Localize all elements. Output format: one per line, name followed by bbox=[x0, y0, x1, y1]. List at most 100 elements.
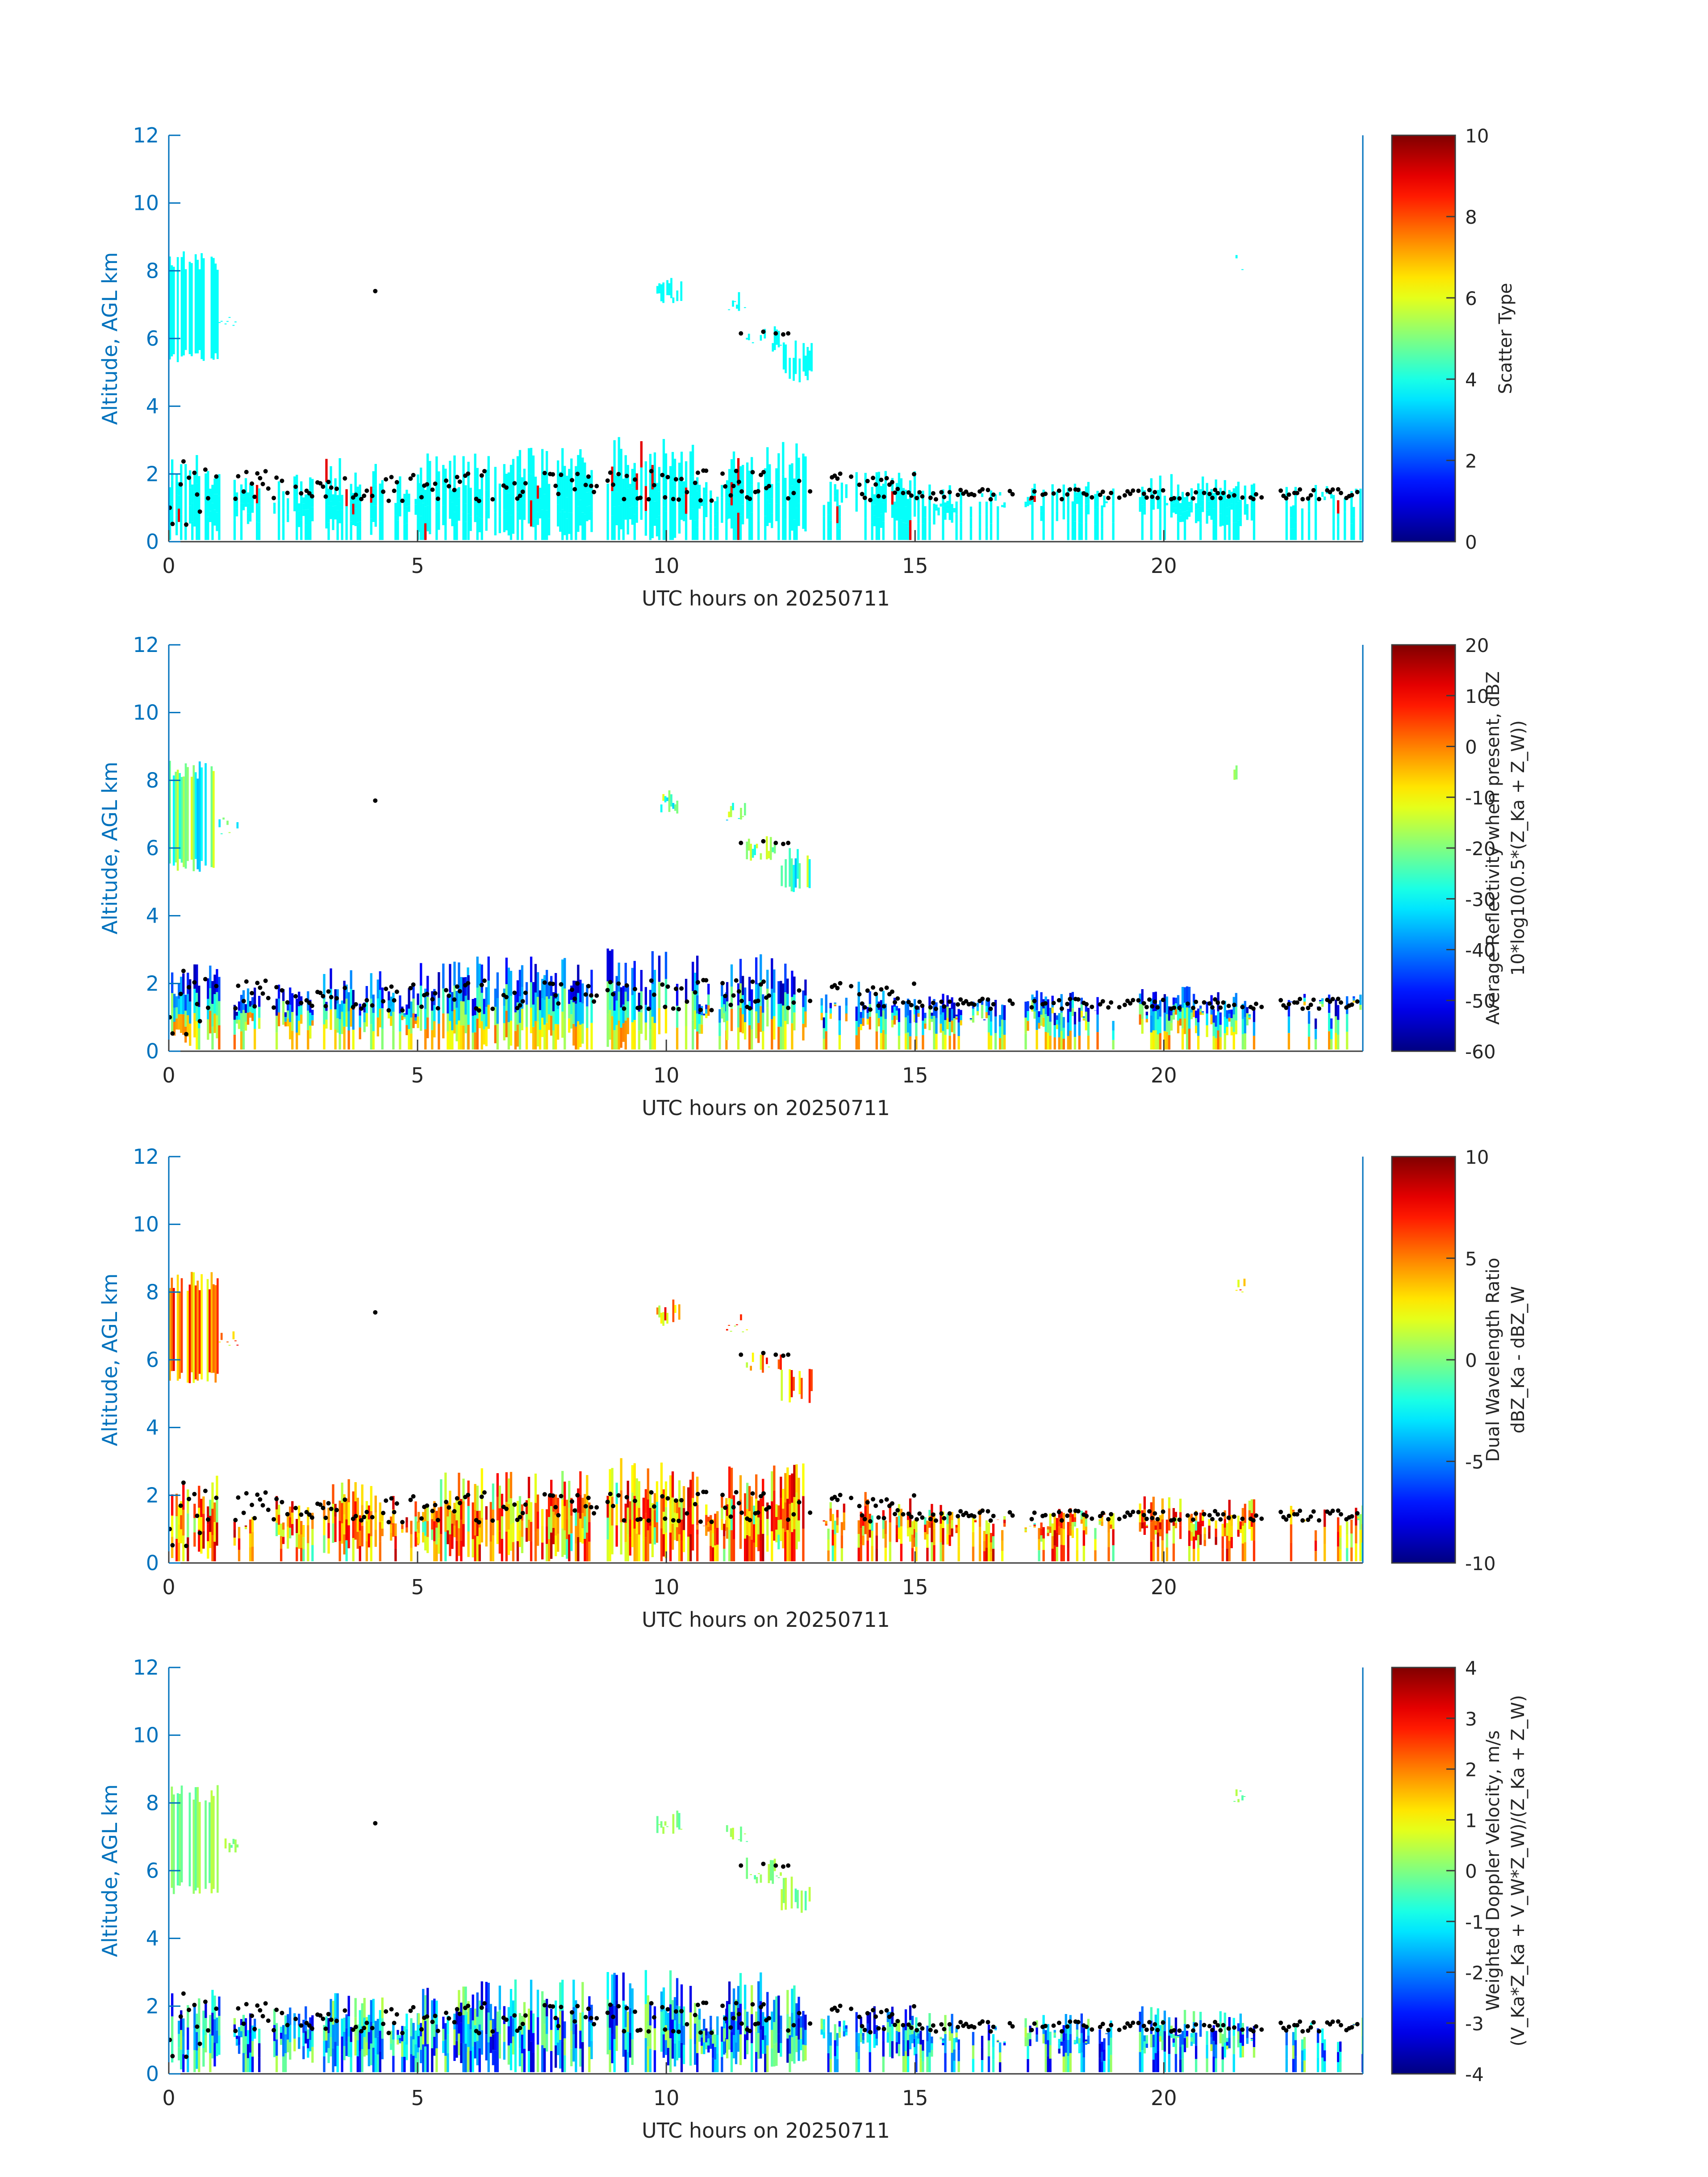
data-cell bbox=[487, 456, 490, 477]
data-cell bbox=[622, 519, 625, 540]
data-cell bbox=[307, 2048, 309, 2058]
cloud-base-dot bbox=[233, 496, 238, 501]
data-cell bbox=[182, 1484, 185, 1510]
data-cell bbox=[1027, 1001, 1029, 1011]
data-cell bbox=[370, 1486, 372, 1511]
data-cell bbox=[449, 1491, 451, 1513]
data-cell bbox=[782, 507, 785, 540]
data-cell bbox=[760, 1354, 762, 1370]
data-cell bbox=[1060, 1012, 1063, 1031]
data-cell bbox=[536, 997, 539, 1022]
data-cell bbox=[798, 503, 800, 526]
data-cell bbox=[855, 1021, 858, 1036]
cloud-base-dot bbox=[1059, 497, 1064, 501]
data-cell bbox=[834, 1003, 836, 1004]
data-cell bbox=[213, 494, 216, 510]
data-cell bbox=[1190, 504, 1193, 513]
data-cell bbox=[1159, 518, 1161, 540]
data-cell bbox=[900, 519, 903, 540]
data-cell bbox=[381, 520, 384, 540]
data-cell bbox=[606, 2027, 609, 2055]
data-cell bbox=[464, 2043, 467, 2073]
data-cell bbox=[626, 2032, 629, 2052]
data-cell bbox=[278, 1525, 280, 1535]
data-cell bbox=[983, 1541, 986, 1551]
data-cell bbox=[426, 1017, 429, 1038]
data-cell bbox=[476, 2041, 479, 2065]
data-cell bbox=[922, 1020, 924, 1035]
data-cell bbox=[1053, 1530, 1056, 1546]
data-cell bbox=[707, 2031, 710, 2039]
cloud-base-dot bbox=[906, 999, 911, 1004]
data-cell bbox=[791, 970, 793, 997]
data-cell bbox=[207, 1506, 209, 1524]
cloud-base-dot bbox=[1295, 1000, 1299, 1005]
data-cell bbox=[276, 999, 278, 1016]
data-cell bbox=[739, 1524, 742, 1549]
data-cell bbox=[1174, 1009, 1178, 1015]
data-cell bbox=[422, 1522, 425, 1533]
data-cell bbox=[795, 476, 798, 508]
data-cell bbox=[606, 949, 609, 982]
data-cell bbox=[1172, 1543, 1175, 1562]
data-cell bbox=[739, 466, 742, 491]
data-cell bbox=[474, 476, 476, 499]
cloud-base-dot bbox=[435, 1006, 440, 1011]
data-cell bbox=[345, 1498, 348, 1520]
data-cell bbox=[555, 973, 557, 999]
data-cell bbox=[1003, 1005, 1006, 1020]
data-cell bbox=[1212, 509, 1215, 525]
data-cell bbox=[658, 515, 661, 540]
data-cell bbox=[233, 2018, 236, 2025]
data-cell bbox=[1241, 1034, 1244, 1050]
data-cell bbox=[1202, 476, 1204, 489]
data-cell bbox=[512, 1503, 515, 1523]
data-cell bbox=[808, 859, 811, 888]
cloud-base-dot bbox=[1007, 1510, 1012, 1515]
data-cell bbox=[777, 511, 780, 540]
data-cell bbox=[480, 964, 483, 993]
data-cell bbox=[953, 1002, 956, 1018]
data-cell bbox=[352, 1010, 355, 1030]
data-cell bbox=[1359, 1514, 1362, 1530]
data-cell bbox=[857, 1027, 860, 1050]
data-cell bbox=[668, 790, 671, 812]
data-cell bbox=[656, 1502, 659, 1522]
data-cell bbox=[937, 510, 940, 513]
data-cell bbox=[647, 1499, 649, 1530]
data-cell bbox=[309, 2017, 312, 2029]
data-cell bbox=[669, 1475, 672, 1504]
data-cell bbox=[240, 521, 243, 540]
data-cell bbox=[649, 1525, 651, 1544]
data-cell bbox=[557, 504, 560, 526]
data-cell bbox=[289, 987, 292, 1005]
data-cell bbox=[216, 1475, 218, 1499]
data-cell bbox=[1082, 1019, 1085, 1021]
data-cell bbox=[1098, 1521, 1101, 1523]
cloud-base-dot bbox=[761, 470, 766, 475]
data-cell bbox=[1188, 512, 1191, 517]
data-cell bbox=[182, 1014, 185, 1035]
cloud-base-dot bbox=[986, 1509, 990, 1514]
data-cell bbox=[546, 1526, 548, 1544]
data-cell bbox=[613, 1011, 616, 1030]
data-cell bbox=[302, 2046, 305, 2060]
data-cell bbox=[882, 990, 885, 1011]
data-cell bbox=[674, 1305, 677, 1313]
data-cell bbox=[626, 1534, 629, 1562]
data-cell bbox=[802, 453, 805, 479]
data-cell bbox=[1071, 1522, 1074, 1530]
data-cell bbox=[518, 1513, 522, 1530]
data-cell bbox=[766, 1535, 769, 1552]
data-cell bbox=[579, 1471, 582, 1495]
data-cell bbox=[823, 528, 825, 540]
cloud-base-dot bbox=[1090, 1004, 1094, 1009]
data-cell bbox=[696, 1533, 699, 1562]
cloud-base-dot bbox=[364, 488, 369, 493]
data-cell bbox=[1152, 1496, 1155, 1518]
data-cell bbox=[987, 1522, 990, 1536]
data-cell bbox=[791, 2037, 793, 2061]
cloud-base-dot bbox=[649, 469, 654, 473]
data-cell bbox=[705, 2028, 708, 2035]
data-cell bbox=[721, 497, 723, 510]
